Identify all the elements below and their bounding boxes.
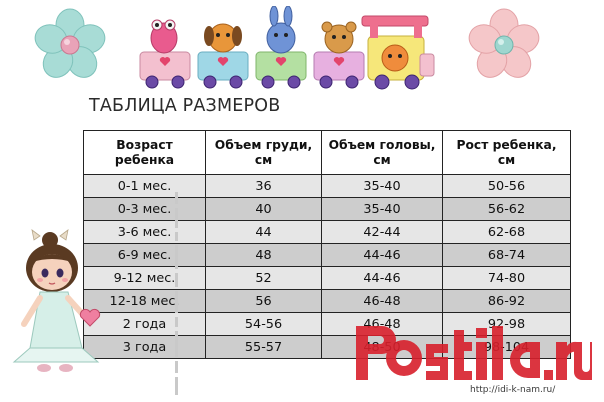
table-cell: 54-56	[205, 312, 322, 336]
table-row: 6-9 мес. 48 44-46 68-74	[83, 243, 571, 267]
table-row: 3-6 мес. 44 42-44 62-68	[83, 220, 571, 244]
table-cell: 44-46	[321, 266, 443, 290]
table-row: 0-3 мес. 40 35-40 56-62	[83, 197, 571, 221]
table-row: 9-12 мес. 52 44-46 74-80	[83, 266, 571, 290]
postila-logo-watermark	[356, 326, 592, 380]
table-cell: 62-68	[442, 220, 571, 244]
column-header-head: Объем головы, см	[321, 130, 443, 175]
column-header-height: Рост ребенка, см	[442, 130, 571, 175]
table-cell: 0-1 мес.	[83, 174, 206, 198]
side-decoration	[175, 192, 178, 395]
table-cell: 48	[205, 243, 322, 267]
table-cell: 44-46	[321, 243, 443, 267]
flower-icon	[34, 8, 106, 78]
table-row: 0-1 мес. 36 35-40 50-56	[83, 174, 571, 198]
table-cell: 35-40	[321, 174, 443, 198]
table-row: 2 года 54-56 46-48 92-98	[83, 312, 571, 336]
table-cell: 86-92	[442, 289, 571, 313]
table-cell: 46-48	[321, 289, 443, 313]
table-cell: 9-12 мес.	[83, 266, 206, 290]
page-title: ТАБЛИЦА РАЗМЕРОВ	[89, 96, 281, 116]
flower-icon	[468, 8, 540, 78]
table-cell: 56	[205, 289, 322, 313]
column-header-chest: Объем груди, см	[205, 130, 322, 175]
table-cell: 56-62	[442, 197, 571, 221]
table-cell: 52	[205, 266, 322, 290]
table-cell: 55-57	[205, 335, 322, 359]
table-cell: 0-3 мес.	[83, 197, 206, 221]
table-header-row: Возраст ребенка Объем груди, см Объем го…	[83, 130, 571, 175]
source-url: http://idi-k-nam.ru/	[470, 385, 556, 395]
doll-icon	[12, 229, 101, 372]
column-header-age: Возраст ребенка	[83, 130, 206, 175]
table-cell: 36	[205, 174, 322, 198]
table-cell: 50-56	[442, 174, 571, 198]
table-cell: 74-80	[442, 266, 571, 290]
table-cell: 44	[205, 220, 322, 244]
table-cell: 35-40	[321, 197, 443, 221]
table-cell: 42-44	[321, 220, 443, 244]
table-cell: 68-74	[442, 243, 571, 267]
table-row: 12-18 мес. 56 46-48 86-92	[83, 289, 571, 313]
table-cell: 40	[205, 197, 322, 221]
toy-train-icon	[139, 6, 435, 90]
